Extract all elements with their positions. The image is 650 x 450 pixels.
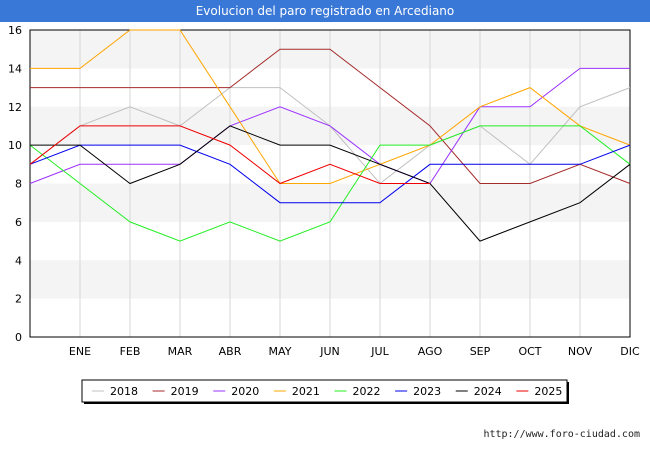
- y-tick-label: 14: [8, 62, 22, 75]
- series-line-2024: [30, 125, 631, 242]
- series-line-2023: [29, 144, 631, 204]
- legend-label-2021: 2021: [292, 385, 320, 398]
- x-tick-label: OCT: [518, 345, 541, 358]
- x-tick-label: DIC: [620, 345, 640, 358]
- x-tick-label: JUN: [319, 345, 340, 358]
- legend-label-2018: 2018: [110, 385, 138, 398]
- x-tick-label: JUL: [370, 345, 389, 358]
- x-tick-label: AGO: [418, 345, 443, 358]
- source-credit: http://www.foro-ciudad.com: [483, 429, 640, 440]
- y-tick-label: 0: [15, 331, 22, 344]
- chart-title: Evolucion del paro registrado en Arcedia…: [0, 0, 650, 22]
- series-lines: [29, 29, 631, 242]
- legend: 2018 2019 2020 2021 2022 2023 2024 2025: [81, 379, 569, 404]
- series-line-2020: [29, 67, 630, 185]
- series-line-2022: [29, 125, 631, 242]
- legend-label-2025: 2025: [534, 385, 562, 398]
- x-tick-label: ENE: [69, 345, 91, 358]
- x-tick-label: MAY: [269, 345, 292, 358]
- y-tick-label: 4: [15, 254, 22, 267]
- legend-label-2024: 2024: [474, 385, 502, 398]
- legend-label-2022: 2022: [353, 385, 381, 398]
- y-tick-label: 12: [8, 101, 22, 114]
- x-tick-label: NOV: [568, 345, 593, 358]
- x-tick-label: ABR: [219, 345, 242, 358]
- series-line-2025: [29, 125, 430, 185]
- y-tick-label: 2: [15, 293, 22, 306]
- legend-label-2020: 2020: [231, 385, 259, 398]
- x-tick-label: MAR: [168, 345, 193, 358]
- y-tick-label: 16: [8, 24, 22, 37]
- legend-label-2019: 2019: [171, 385, 199, 398]
- legend-box: [81, 379, 568, 403]
- series-line-2021: [30, 29, 631, 184]
- y-tick-label: 10: [8, 139, 22, 152]
- axis-ticks: 0 2 4 6 8 10 12 14 16 ENE FEB MAR ABR MAY JUN JUL AGO SEP…: [8, 24, 640, 358]
- x-tick-label: FEB: [120, 345, 141, 358]
- y-tick-label: 8: [15, 178, 22, 191]
- series-line-2019: [30, 48, 631, 184]
- y-tick-label: 6: [15, 216, 22, 229]
- legend-label-2023: 2023: [413, 385, 441, 398]
- x-tick-label: SEP: [470, 345, 491, 358]
